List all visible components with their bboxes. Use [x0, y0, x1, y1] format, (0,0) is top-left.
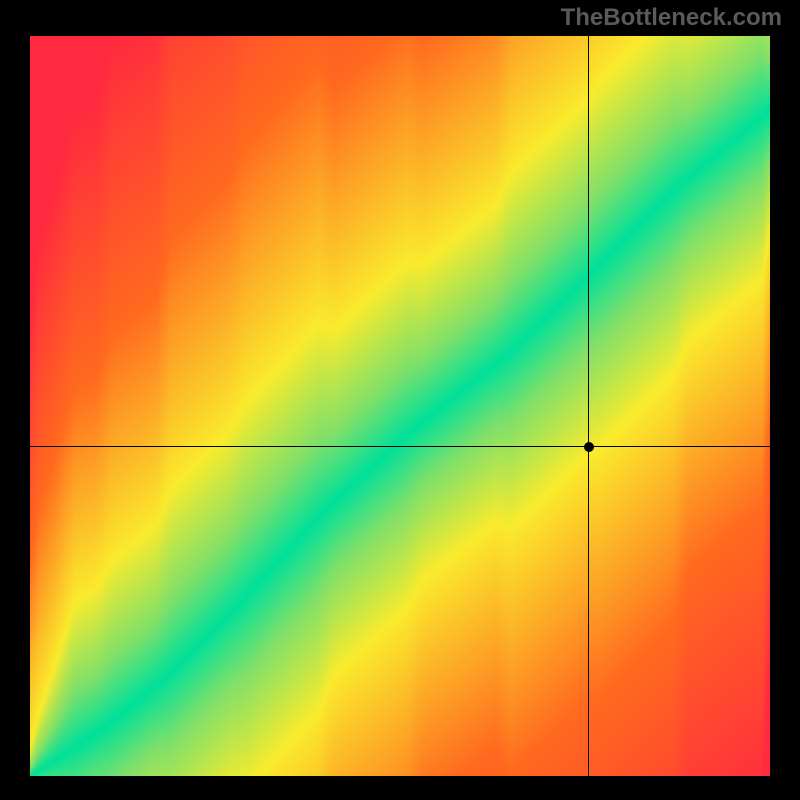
crosshair-vertical	[588, 36, 589, 776]
chart-container: TheBottleneck.com	[0, 0, 800, 800]
bottleneck-heatmap	[30, 36, 770, 776]
crosshair-horizontal	[30, 446, 770, 447]
watermark-text: TheBottleneck.com	[561, 4, 782, 32]
crosshair-marker	[584, 442, 594, 452]
